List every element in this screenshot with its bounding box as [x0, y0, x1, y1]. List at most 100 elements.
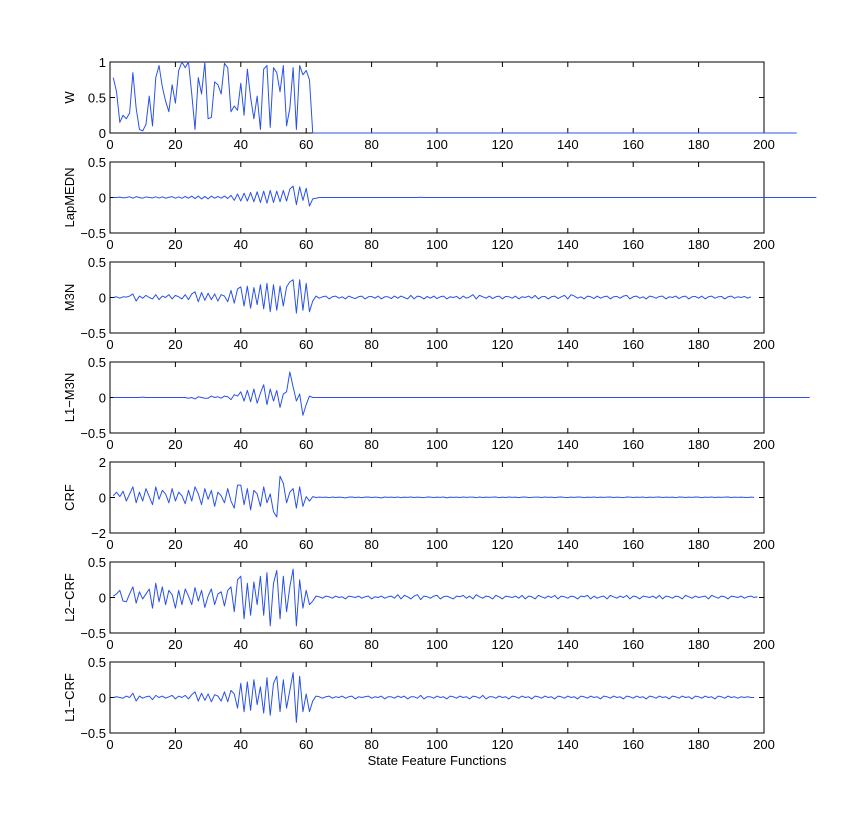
x-tick-label: 20 [168, 537, 182, 552]
x-tick-label: 60 [299, 337, 313, 352]
x-tick-label: 200 [753, 337, 775, 352]
x-tick-label: 0 [106, 437, 113, 452]
y-tick-label: 2 [99, 455, 106, 470]
x-tick-label: 20 [168, 237, 182, 252]
y-axis-label: L2−CRF [62, 573, 77, 622]
x-tick-label: 180 [688, 537, 710, 552]
x-tick-label: 120 [492, 437, 514, 452]
x-tick-label: 200 [753, 237, 775, 252]
x-tick-label: 20 [168, 437, 182, 452]
y-tick-label: 0 [99, 391, 106, 406]
x-tick-label: 200 [753, 137, 775, 152]
x-tick-label: 160 [622, 337, 644, 352]
y-tick-label: −0.5 [80, 226, 106, 241]
x-tick-label: 40 [234, 137, 248, 152]
y-tick-label: 0 [99, 191, 106, 206]
y-tick-label: 0 [99, 126, 106, 141]
x-tick-label: 100 [426, 237, 448, 252]
y-tick-label: 0.5 [88, 555, 106, 570]
x-tick-label: 120 [492, 337, 514, 352]
x-tick-label: 200 [753, 637, 775, 652]
x-tick-label: 100 [426, 137, 448, 152]
x-tick-label: 100 [426, 637, 448, 652]
x-tick-label: 180 [688, 337, 710, 352]
x-tick-label: 80 [364, 537, 378, 552]
y-axis-label: W [62, 91, 77, 104]
x-tick-label: 120 [492, 737, 514, 752]
y-tick-label: 0.5 [88, 255, 106, 270]
x-tick-label: 120 [492, 637, 514, 652]
x-tick-label: 200 [753, 737, 775, 752]
y-tick-label: 0 [99, 491, 106, 506]
y-tick-label: −0.5 [80, 326, 106, 341]
x-tick-label: 80 [364, 337, 378, 352]
subplot-7: 0 20 40 60 80 100 120 140 160 180 200−0.500.5L1−CR… [62, 655, 775, 752]
y-tick-label: −0.5 [80, 426, 106, 441]
y-tick-label: −2 [91, 526, 106, 541]
x-tick-label: 80 [364, 237, 378, 252]
x-tick-label: 160 [622, 637, 644, 652]
x-tick-label: 0 [106, 537, 113, 552]
y-tick-label: 0 [99, 591, 106, 606]
x-tick-label: 180 [688, 237, 710, 252]
x-tick-label: 140 [557, 437, 579, 452]
x-tick-label: 160 [622, 737, 644, 752]
x-tick-label: 20 [168, 337, 182, 352]
x-tick-label: 160 [622, 137, 644, 152]
x-tick-label: 140 [557, 637, 579, 652]
x-tick-label: 80 [364, 437, 378, 452]
x-tick-label: 140 [557, 237, 579, 252]
x-tick-label: 180 [688, 437, 710, 452]
x-tick-label: 120 [492, 237, 514, 252]
x-tick-label: 180 [688, 137, 710, 152]
axes-frame [109, 261, 765, 334]
y-tick-label: 0 [99, 691, 106, 706]
x-tick-label: 180 [688, 637, 710, 652]
x-tick-label: 80 [364, 637, 378, 652]
x-tick-label: 60 [299, 437, 313, 452]
y-tick-label: 0.5 [88, 155, 106, 170]
x-tick-label: 100 [426, 537, 448, 552]
x-tick-label: 0 [106, 237, 113, 252]
y-axis-label: LapMEDN [62, 168, 77, 228]
x-tick-label: 0 [106, 337, 113, 352]
y-tick-label: 0 [99, 291, 106, 306]
series-line [113, 371, 810, 416]
x-tick-label: 60 [299, 237, 313, 252]
y-tick-label: −0.5 [80, 626, 106, 641]
x-tick-label: 60 [299, 637, 313, 652]
x-tick-label: 20 [168, 637, 182, 652]
x-tick-label: 0 [106, 137, 113, 152]
x-tick-label: 40 [234, 637, 248, 652]
subplot-2: 0 20 40 60 80 100 120 140 160 180 200−0.500.5LapME… [62, 155, 817, 252]
x-tick-label: 0 [106, 737, 113, 752]
x-tick-label: 100 [426, 437, 448, 452]
subplot-1: 0 20 40 60 80 100 120 140 160 180 200 0 0.5 1 W [62, 55, 797, 152]
x-tick-label: 180 [688, 737, 710, 752]
y-axis-label: CRF [62, 484, 77, 511]
x-tick-label: 160 [622, 237, 644, 252]
x-tick-label: 200 [753, 537, 775, 552]
x-tick-label: 140 [557, 137, 579, 152]
x-tick-label: 140 [557, 537, 579, 552]
y-axis-label: L1−CRF [62, 673, 77, 722]
x-tick-label: 20 [168, 137, 182, 152]
x-tick-label: 80 [364, 737, 378, 752]
x-tick-label: 140 [557, 737, 579, 752]
axes-frame [109, 61, 765, 134]
x-tick-label: 40 [234, 437, 248, 452]
series-line [113, 672, 755, 723]
x-tick-label: 100 [426, 737, 448, 752]
series-line [113, 185, 817, 207]
x-tick-label: 120 [492, 137, 514, 152]
x-tick-label: 100 [426, 337, 448, 352]
y-tick-label: 0.5 [88, 655, 106, 670]
y-tick-label: 1 [99, 55, 106, 70]
y-axis-label: L1−M3N [62, 373, 77, 423]
subplot-6: 0 20 40 60 80 100 120 140 160 180 200−0.500.5L2−CR… [62, 555, 775, 652]
series-line [112, 61, 797, 134]
x-tick-label: 40 [234, 737, 248, 752]
